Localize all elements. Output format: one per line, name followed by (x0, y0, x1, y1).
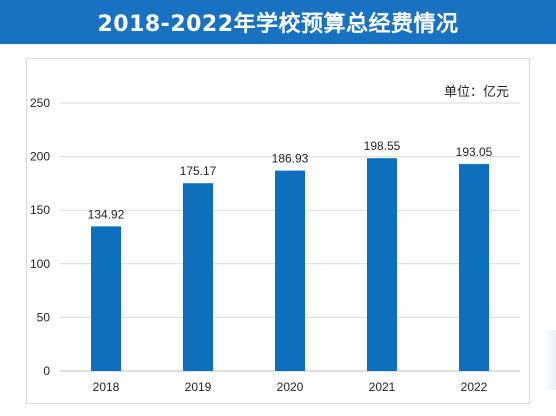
x-tick-label: 2018 (93, 380, 120, 394)
data-label: 175.17 (180, 164, 217, 178)
y-tick-label: 50 (37, 310, 51, 324)
data-label: 134.92 (88, 207, 125, 221)
x-tick-label: 2019 (185, 380, 212, 394)
y-tick-label: 150 (30, 203, 50, 217)
x-tick-label: 2022 (461, 380, 488, 394)
x-tick-label: 2021 (369, 380, 396, 394)
y-tick-label: 0 (43, 364, 50, 378)
x-tick-label: 2020 (277, 380, 304, 394)
bar (91, 226, 121, 371)
bar (275, 170, 305, 371)
edge-decoration (544, 330, 556, 390)
title-banner: 2018-2022年学校预算总经费情况 (0, 0, 556, 44)
chart-title: 2018-2022年学校预算总经费情况 (97, 12, 459, 37)
y-tick-label: 100 (30, 257, 50, 271)
bar (183, 183, 213, 371)
bar (367, 158, 397, 371)
data-label: 186.93 (272, 152, 309, 166)
unit-label: 单位：亿元 (444, 85, 510, 100)
data-label: 193.05 (456, 145, 493, 159)
y-tick-label: 200 (30, 150, 50, 164)
bar (459, 164, 489, 371)
data-label: 198.55 (364, 139, 401, 153)
y-tick-label: 250 (30, 96, 50, 110)
